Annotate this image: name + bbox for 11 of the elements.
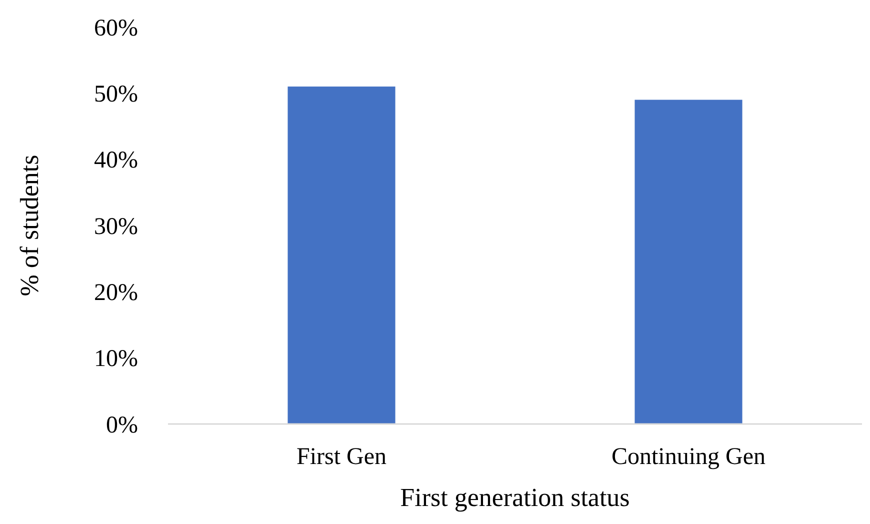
y-axis-title: % of students — [15, 154, 44, 296]
y-tick-label: 10% — [94, 346, 138, 372]
y-tick-label: 50% — [94, 82, 138, 108]
y-tick-label: 60% — [94, 15, 138, 42]
y-tick-label: 20% — [94, 280, 138, 306]
y-tick-label: 40% — [94, 148, 138, 174]
x-tick-label: First Gen — [296, 444, 386, 470]
y-tick-label: 30% — [94, 214, 138, 240]
x-tick-label: Continuing Gen — [612, 444, 766, 470]
y-tick-label: 0% — [106, 412, 138, 438]
x-axis-title: First generation status — [400, 483, 630, 512]
